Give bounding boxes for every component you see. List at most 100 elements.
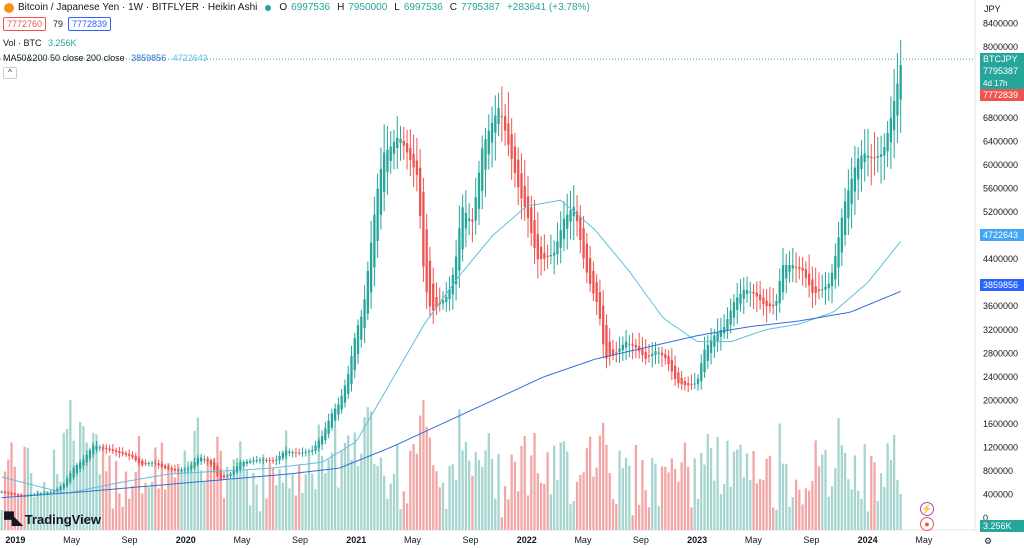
- volume-bar: [340, 450, 343, 530]
- y-tick-label: 1200000: [983, 443, 1018, 453]
- volume-value: 3.256K: [48, 38, 77, 48]
- volume-bar: [288, 488, 291, 530]
- settings-gear-icon[interactable]: ⚙: [984, 536, 993, 546]
- buy-button[interactable]: 7772839: [68, 17, 112, 31]
- market-status-icon: [265, 4, 272, 11]
- ma-legend[interactable]: MA50&200 50 close 200 close 3859856 4722…: [3, 53, 208, 63]
- candle-body: [92, 445, 95, 455]
- candle-body: [141, 460, 144, 465]
- volume-bar: [772, 507, 775, 530]
- replay-target-icon[interactable]: ●: [920, 517, 934, 531]
- volume-bar: [314, 489, 317, 530]
- volume-bar: [834, 467, 837, 530]
- volume-bar: [3, 471, 7, 530]
- tradingview-logo[interactable]: ▀◣ TradingView: [4, 511, 101, 528]
- candle-body: [199, 457, 203, 462]
- symbol-title[interactable]: Bitcoin / Japanese Yen · 1W · BITFLYER ·…: [18, 2, 258, 13]
- candle-body: [278, 456, 281, 461]
- volume-bar: [157, 488, 160, 530]
- candle-body: [520, 173, 523, 199]
- collapse-legend-icon[interactable]: ^: [3, 67, 17, 79]
- close-label: C: [449, 2, 457, 13]
- volume-bar: [418, 415, 422, 530]
- candle-body: [59, 486, 62, 491]
- candle-body: [758, 294, 762, 301]
- volume-bar: [821, 454, 824, 530]
- volume-bar: [497, 453, 500, 530]
- candle-body: [317, 440, 320, 449]
- volume-bar: [222, 498, 226, 530]
- candle-body: [271, 460, 275, 462]
- high-value: 7950000: [348, 2, 388, 13]
- volume-bar: [180, 469, 183, 530]
- volume-bar: [752, 450, 755, 530]
- candle-body: [778, 281, 781, 304]
- bid-badge: 7772839: [980, 89, 1024, 101]
- volume-bar: [275, 485, 278, 530]
- volume-bar: [517, 491, 520, 530]
- volume-bar: [213, 458, 216, 530]
- candle-body: [808, 273, 811, 286]
- candle-body: [539, 246, 543, 260]
- alert-lightning-icon[interactable]: ⚡: [920, 502, 934, 516]
- volume-bar: [438, 487, 441, 530]
- volume-bar: [379, 457, 383, 530]
- candle-body: [892, 101, 896, 131]
- volume-bar: [798, 489, 801, 530]
- volume-bar: [543, 484, 546, 530]
- volume-bar: [353, 432, 356, 530]
- volume-bar: [128, 498, 131, 530]
- candle-body: [651, 353, 654, 357]
- candle-body: [177, 469, 180, 471]
- volume-legend[interactable]: Vol · BTC 3.256K: [3, 38, 77, 48]
- volume-bar: [461, 450, 464, 530]
- x-tick-label: 2022: [517, 535, 537, 545]
- volume-bar: [680, 462, 683, 530]
- candle-body: [726, 319, 729, 331]
- volume-bar: [896, 479, 899, 530]
- volume-bar: [487, 433, 490, 530]
- candle-body: [464, 212, 468, 229]
- sell-button[interactable]: 7772760: [3, 17, 47, 31]
- ma-label: MA50&200 50 close 200 close: [3, 53, 125, 63]
- currency-label[interactable]: JPY: [984, 4, 1001, 14]
- volume-bar: [595, 467, 598, 530]
- volume-bar: [56, 474, 59, 530]
- candle-body: [298, 452, 301, 454]
- volume-bar: [621, 468, 624, 530]
- volume-bar: [742, 477, 745, 530]
- volume-bar: [605, 444, 608, 530]
- y-tick-label: 1600000: [983, 419, 1018, 429]
- volume-bar: [503, 486, 507, 530]
- volume-bar: [101, 445, 105, 530]
- volume-bar: [765, 458, 768, 530]
- candle-body: [546, 255, 549, 257]
- volume-bar: [284, 430, 288, 530]
- candle-body: [249, 461, 252, 463]
- volume-bar: [811, 480, 814, 530]
- volume-bar: [415, 453, 419, 530]
- volume-bar: [16, 493, 20, 530]
- candle-body: [526, 196, 530, 219]
- volume-bar: [278, 469, 281, 530]
- candle-body: [445, 296, 448, 302]
- volume-bar: [343, 442, 347, 530]
- candle-body: [824, 286, 827, 290]
- candle-body: [549, 254, 553, 257]
- volume-bar: [510, 454, 513, 530]
- volume-bar: [477, 459, 481, 530]
- volume-bar: [644, 490, 647, 530]
- candle-body: [262, 459, 265, 461]
- candle-body: [144, 462, 147, 465]
- candle-body: [98, 447, 101, 449]
- candle-body: [840, 217, 843, 253]
- volume-bar: [647, 507, 651, 530]
- symbol-badge: BTCJPY: [980, 53, 1024, 65]
- volume-bar: [232, 459, 235, 530]
- volume-bar: [255, 484, 258, 530]
- volume-bar: [20, 493, 23, 530]
- candle-body: [16, 494, 20, 496]
- candle-body: [834, 255, 837, 280]
- volume-bar: [147, 487, 150, 530]
